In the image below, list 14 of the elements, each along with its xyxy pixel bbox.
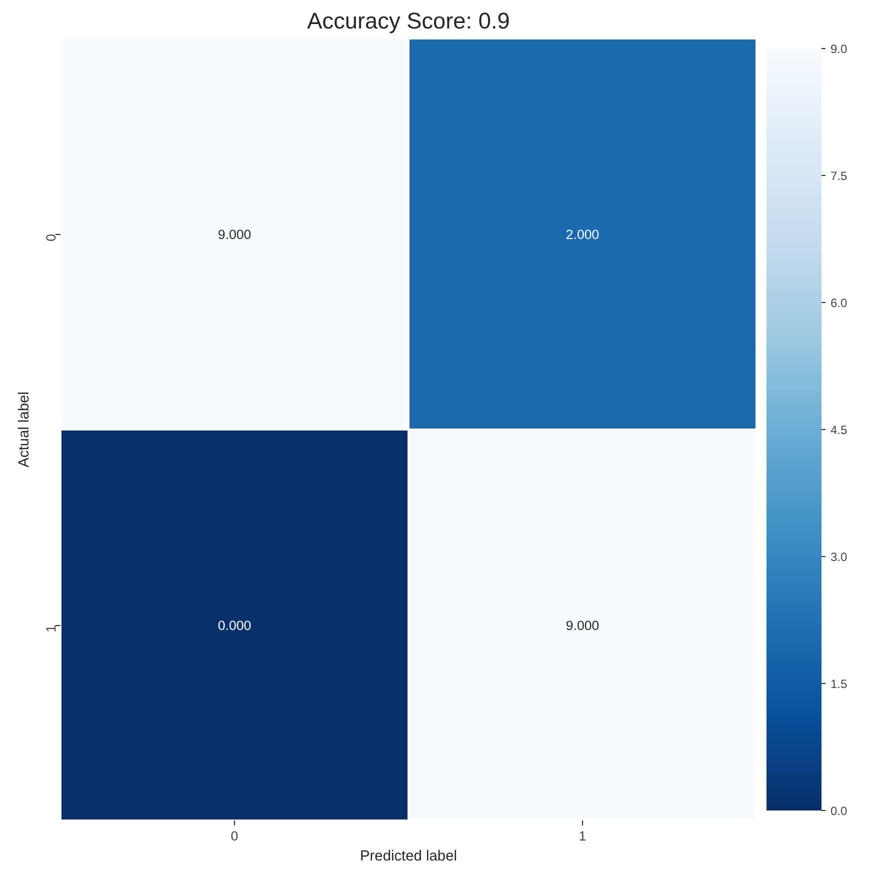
data-label: 2.000 [566, 227, 600, 242]
color-bar-label: 6.0 [830, 296, 848, 310]
color-bar-label: 7.5 [830, 169, 848, 183]
data-label: 0.000 [218, 618, 252, 633]
y-axis-title: Actual label [16, 392, 32, 468]
color-bar-label: 9.0 [830, 42, 848, 56]
data-label: 9.000 [218, 227, 252, 242]
data-label: 9.000 [566, 618, 600, 633]
x-axis-title: Predicted label [360, 848, 457, 864]
color-bar-label: 4.5 [830, 423, 848, 437]
color-bar-label: 1.5 [830, 677, 848, 691]
color-bar-label: 3.0 [830, 550, 848, 564]
color-bar-label: 0.0 [830, 804, 848, 818]
chart-title: Accuracy Score: 0.9 [307, 8, 510, 34]
